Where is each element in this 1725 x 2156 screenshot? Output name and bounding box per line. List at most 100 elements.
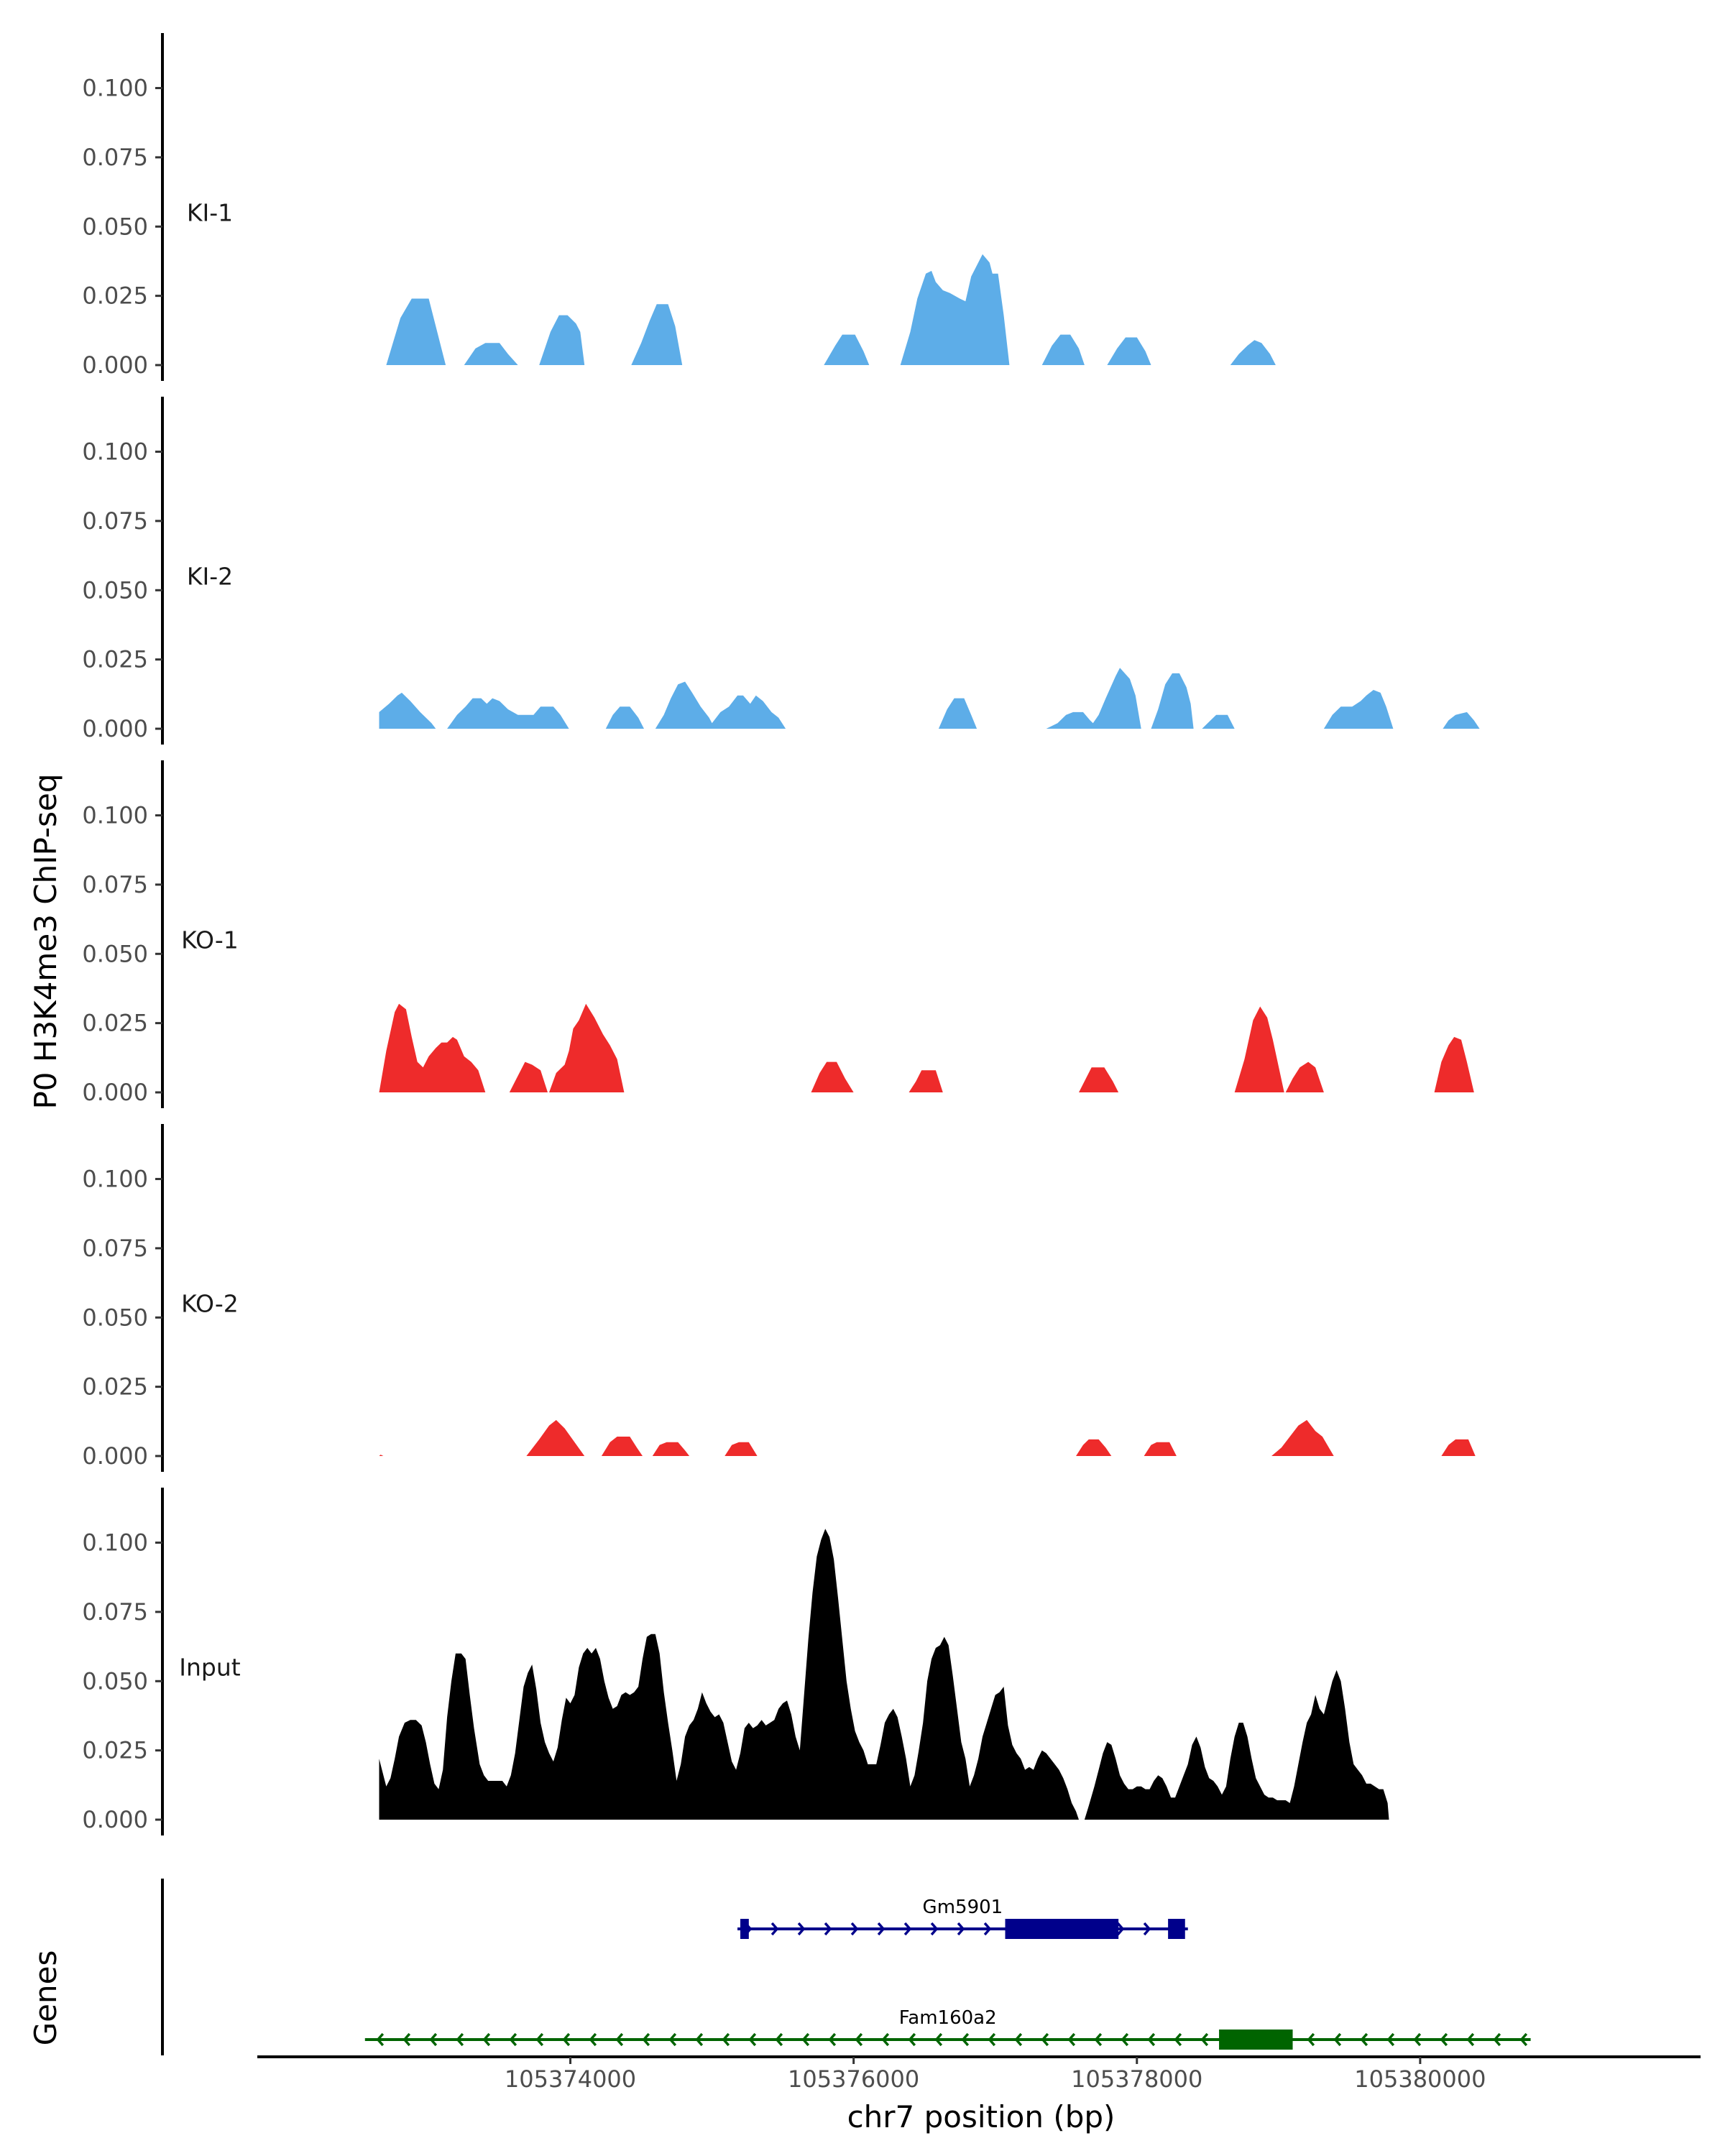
strand-arrow [748,2032,757,2047]
strand-arrow [770,1922,779,1936]
y-tick-label: 0.075 [82,507,148,535]
strand-arrow [1360,2032,1368,2047]
track-input: 0.000 0.025 0.050 0.075 0.100 Input [82,1488,1389,1835]
y-tick-label: 0.025 [82,1010,148,1037]
strand-arrow [1519,2032,1528,2047]
y-tick-label: 0.000 [82,715,148,742]
gene-fam160a2: Fam160a2 [364,2007,1531,2050]
y-tick-label: 0.025 [82,282,148,310]
strand-arrow [1147,2032,1156,2047]
strand-arrow [1200,2032,1209,2047]
strand-arrow [988,2032,996,2047]
track-ko-2: 0.000 0.025 0.050 0.075 0.100 KO-2 [82,1124,1476,1472]
strand-arrow [376,2032,385,2047]
y-tick-label: 0.100 [82,1166,148,1193]
y-axis-title: P0 H3K4me3 ChIP-seq [28,773,63,1109]
gene-gm5901: Gm5901 [737,1897,1188,1939]
strand-arrow [1067,2032,1076,2047]
y-tick-label: 0.025 [82,1737,148,1764]
y-tick-label: 0.075 [82,144,148,171]
strand-arrow [1116,1922,1125,1936]
y-tick-label: 0.075 [82,1235,148,1262]
exon-block [740,1919,749,1939]
strand-arrow [722,2032,730,2047]
exon-block [1219,2030,1293,2050]
strand-arrow [775,2032,783,2047]
track-ko-1: 0.000 0.025 0.050 0.075 0.100 KO-1 [82,760,1474,1108]
gene-label: Gm5901 [923,1897,1003,1918]
strand-arrow [456,2032,464,2047]
y-tick-label: 0.100 [82,75,148,102]
strand-arrow [509,2032,518,2047]
track-label: Input [179,1654,241,1682]
strand-arrow [934,2032,943,2047]
strand-arrow [562,2032,571,2047]
strand-arrow [1440,2032,1448,2047]
strand-arrow [695,2032,704,2047]
track-label: KO-2 [181,1290,239,1318]
strand-arrow [797,1922,806,1936]
signal-area-ki-2 [379,668,1480,729]
strand-arrow [535,2032,544,2047]
strand-arrow [881,2032,890,2047]
strand-arrow [983,1922,992,1936]
y-tick-label: 0.075 [82,871,148,898]
strand-arrow [1094,2032,1103,2047]
y-tick-label: 0.100 [82,1529,148,1557]
y-tick-label: 0.050 [82,213,148,240]
track-ki-2: 0.000 0.025 0.050 0.075 0.100 KI-2 [82,397,1480,745]
y-tick-label: 0.050 [82,940,148,967]
strand-arrow [402,2032,411,2047]
strand-arrow [1307,2032,1315,2047]
signal-area-ki-1 [386,254,1276,365]
track-label: KI-2 [187,563,233,591]
y-tick-label: 0.000 [82,351,148,379]
strand-arrow [1143,1922,1151,1936]
x-tick-label: 105380000 [1354,2065,1486,2093]
y-tick-label: 0.050 [82,1667,148,1695]
strand-arrow [1466,2032,1475,2047]
y-tick-label: 0.050 [82,1304,148,1331]
genes-axis-title: Genes [28,1950,63,2046]
strand-arrow [1041,2032,1049,2047]
strand-arrow [668,2032,677,2047]
signal-area-ko-1 [379,1003,1474,1092]
gene-label: Fam160a2 [899,2007,997,2029]
strand-arrow [824,1922,832,1936]
x-axis-title: chr7 position (bp) [847,2099,1116,2134]
track-label: KI-1 [187,199,233,227]
track-ki-1: 0.000 0.025 0.050 0.075 0.100 KI-1 [82,33,1276,381]
strand-arrow [429,2032,438,2047]
strand-arrow [903,1922,912,1936]
exon-block [1005,1919,1119,1939]
y-tick-label: 0.100 [82,438,148,466]
exon-block [1168,1919,1185,1939]
strand-arrow [1333,2032,1342,2047]
strand-arrow [642,2032,650,2047]
strand-arrow [1014,2032,1023,2047]
x-tick-label: 105374000 [505,2065,636,2093]
y-tick-label: 0.075 [82,1598,148,1626]
strand-arrow [1386,2032,1395,2047]
strand-arrow [615,2032,624,2047]
strand-arrow [957,1922,965,1936]
strand-arrow [930,1922,939,1936]
strand-arrow [1121,2032,1129,2047]
y-tick-label: 0.050 [82,576,148,604]
y-tick-label: 0.100 [82,802,148,829]
y-tick-label: 0.000 [82,1079,148,1106]
strand-arrow [855,2032,863,2047]
strand-arrow [1493,2032,1501,2047]
strand-arrow [908,2032,916,2047]
strand-arrow [877,1922,886,1936]
strand-arrow [828,2032,837,2047]
x-tick-label: 105378000 [1071,2065,1202,2093]
y-tick-label: 0.000 [82,1442,148,1470]
y-tick-label: 0.025 [82,1373,148,1401]
strand-arrow [482,2032,491,2047]
y-tick-label: 0.000 [82,1806,148,1833]
track-label: KO-1 [181,926,239,954]
strand-arrow [850,1922,859,1936]
strand-arrow [801,2032,810,2047]
